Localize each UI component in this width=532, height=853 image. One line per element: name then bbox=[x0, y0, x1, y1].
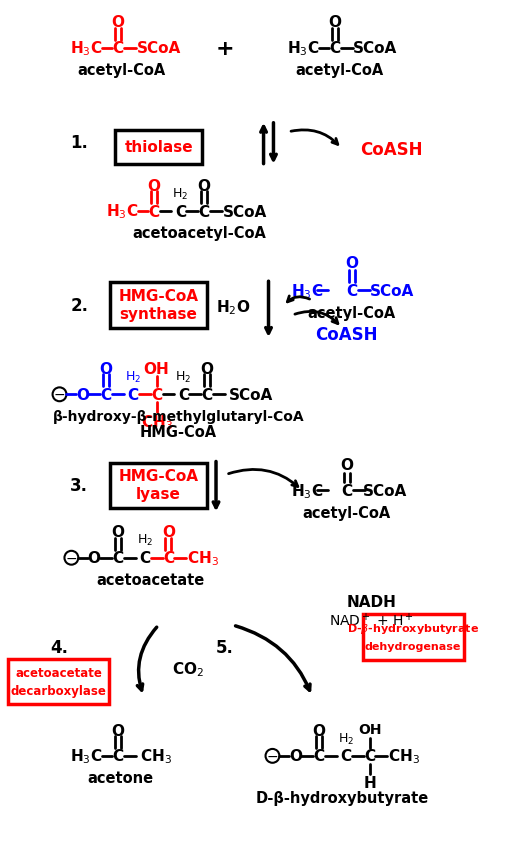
Text: H$_2$: H$_2$ bbox=[338, 731, 354, 746]
Text: 5.: 5. bbox=[216, 638, 234, 656]
Text: H$_3$C: H$_3$C bbox=[70, 746, 103, 765]
Text: acetone: acetone bbox=[88, 770, 154, 786]
Text: H$_3$C: H$_3$C bbox=[106, 202, 138, 221]
Text: C: C bbox=[329, 41, 340, 56]
Text: O: O bbox=[76, 387, 89, 403]
Text: β-hydroxy-β-methylglutaryl-CoA: β-hydroxy-β-methylglutaryl-CoA bbox=[53, 409, 304, 424]
Text: NAD$^+$ + H$^+$: NAD$^+$ + H$^+$ bbox=[329, 611, 414, 628]
Text: H$_2$: H$_2$ bbox=[175, 369, 192, 385]
Text: O: O bbox=[111, 525, 124, 540]
Text: CH$_3$: CH$_3$ bbox=[139, 746, 172, 765]
Text: H$_3$C: H$_3$C bbox=[291, 481, 323, 500]
FancyBboxPatch shape bbox=[110, 463, 207, 508]
Text: 4.: 4. bbox=[51, 638, 69, 656]
Text: C: C bbox=[364, 748, 375, 763]
Text: D-β-hydroxybutyrate: D-β-hydroxybutyrate bbox=[255, 790, 428, 805]
Text: C: C bbox=[151, 387, 162, 403]
Text: O: O bbox=[345, 256, 358, 270]
FancyBboxPatch shape bbox=[110, 283, 207, 328]
Text: O: O bbox=[111, 722, 124, 738]
Text: C: C bbox=[127, 387, 138, 403]
Text: C: C bbox=[340, 748, 351, 763]
Text: CH$_3$: CH$_3$ bbox=[187, 548, 219, 567]
Text: H$_2$: H$_2$ bbox=[124, 369, 141, 385]
Text: C: C bbox=[112, 748, 123, 763]
Text: C: C bbox=[139, 550, 150, 566]
Text: H: H bbox=[363, 775, 376, 790]
Text: acetoacetate: acetoacetate bbox=[15, 666, 102, 679]
Text: O: O bbox=[328, 15, 342, 31]
Text: C: C bbox=[202, 387, 213, 403]
Text: 1.: 1. bbox=[70, 134, 88, 152]
Text: CH$_3$: CH$_3$ bbox=[388, 746, 420, 765]
Text: H$_3$C: H$_3$C bbox=[287, 39, 319, 58]
Text: C: C bbox=[101, 387, 112, 403]
Text: acetoacetyl-CoA: acetoacetyl-CoA bbox=[132, 226, 266, 241]
Text: C: C bbox=[313, 748, 325, 763]
Text: lyase: lyase bbox=[136, 486, 181, 502]
Text: thiolase: thiolase bbox=[124, 140, 193, 155]
Text: C: C bbox=[175, 205, 186, 219]
Text: C: C bbox=[112, 41, 123, 56]
Text: SCoA: SCoA bbox=[222, 205, 267, 219]
Text: dehydrogenase: dehydrogenase bbox=[365, 641, 461, 651]
Text: H$_2$: H$_2$ bbox=[137, 533, 153, 548]
Text: O: O bbox=[340, 457, 353, 473]
Text: O: O bbox=[312, 722, 326, 738]
Text: C: C bbox=[148, 205, 159, 219]
Text: OH: OH bbox=[358, 722, 381, 736]
Text: O: O bbox=[99, 362, 113, 377]
Text: SCoA: SCoA bbox=[370, 283, 414, 299]
FancyBboxPatch shape bbox=[115, 131, 202, 165]
Text: −: − bbox=[267, 749, 278, 763]
Text: decarboxylase: decarboxylase bbox=[11, 684, 106, 697]
Text: +: + bbox=[215, 38, 234, 59]
Text: C: C bbox=[346, 283, 358, 299]
Text: H$_3$C: H$_3$C bbox=[291, 281, 323, 300]
Text: SCoA: SCoA bbox=[363, 484, 408, 498]
Text: SCoA: SCoA bbox=[136, 41, 181, 56]
Text: CoASH: CoASH bbox=[360, 141, 422, 159]
Text: SCoA: SCoA bbox=[229, 387, 273, 403]
Text: acetoacetate: acetoacetate bbox=[96, 572, 205, 588]
Text: CH$_3$: CH$_3$ bbox=[140, 413, 172, 432]
Text: −: − bbox=[65, 551, 77, 565]
Text: −: − bbox=[54, 388, 65, 402]
Text: C: C bbox=[198, 205, 210, 219]
FancyBboxPatch shape bbox=[363, 614, 464, 660]
Text: HMG-CoA: HMG-CoA bbox=[119, 468, 198, 484]
Text: C: C bbox=[178, 387, 189, 403]
FancyBboxPatch shape bbox=[8, 659, 109, 705]
Text: SCoA: SCoA bbox=[353, 41, 397, 56]
Text: NADH: NADH bbox=[346, 595, 396, 609]
Text: H$_3$C: H$_3$C bbox=[70, 39, 103, 58]
Text: acetyl-CoA: acetyl-CoA bbox=[78, 63, 166, 78]
Text: O: O bbox=[201, 362, 214, 377]
Text: CoASH: CoASH bbox=[315, 326, 378, 344]
Text: H$_2$: H$_2$ bbox=[172, 187, 188, 201]
Text: 3.: 3. bbox=[70, 477, 88, 495]
Text: D-$\beta$-hydroxybutyrate: D-$\beta$-hydroxybutyrate bbox=[347, 621, 479, 635]
Text: C: C bbox=[112, 550, 123, 566]
Text: O: O bbox=[147, 178, 160, 194]
Text: acetyl-CoA: acetyl-CoA bbox=[296, 63, 384, 78]
Text: O: O bbox=[88, 550, 101, 566]
Text: O: O bbox=[289, 748, 302, 763]
Text: H$_2$O: H$_2$O bbox=[215, 299, 250, 317]
Text: O: O bbox=[111, 15, 124, 31]
Text: O: O bbox=[162, 525, 175, 540]
Text: acetyl-CoA: acetyl-CoA bbox=[307, 305, 396, 320]
Text: 2.: 2. bbox=[70, 297, 88, 315]
Text: OH: OH bbox=[144, 362, 170, 377]
Text: CO$_2$: CO$_2$ bbox=[172, 659, 204, 678]
Text: HMG-CoA: HMG-CoA bbox=[140, 425, 217, 440]
Text: acetyl-CoA: acetyl-CoA bbox=[303, 505, 391, 520]
Text: O: O bbox=[197, 178, 211, 194]
Text: C: C bbox=[163, 550, 174, 566]
Text: synthase: synthase bbox=[120, 306, 197, 322]
Text: C: C bbox=[341, 484, 352, 498]
Text: HMG-CoA: HMG-CoA bbox=[119, 288, 198, 304]
